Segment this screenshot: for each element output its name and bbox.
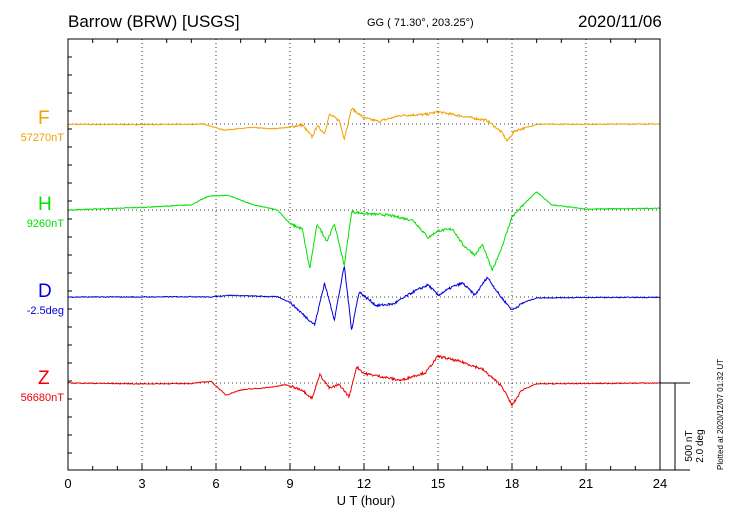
- x-tick-label: 18: [505, 476, 519, 491]
- series-line-h: [67, 191, 661, 272]
- scale-deg-label: 2.0 deg: [695, 429, 706, 462]
- series-name-h: H: [38, 194, 52, 215]
- series-layer: [67, 107, 661, 408]
- series-baseline-z: 56680nT: [20, 392, 64, 404]
- series-name-z: Z: [38, 368, 50, 389]
- x-tick-label: 3: [138, 476, 145, 491]
- scale-bar: 500 nT 2.0 deg: [660, 382, 706, 471]
- series-line-f: [67, 107, 661, 142]
- x-tick-label: 0: [64, 476, 71, 491]
- series-line-z: [67, 354, 661, 408]
- series-name-f: F: [38, 108, 50, 129]
- x-tick-label: 9: [286, 476, 293, 491]
- date-label: 2020/11/06: [578, 12, 662, 31]
- x-tick-label: 6: [212, 476, 219, 491]
- series-baseline-f: 57270nT: [20, 132, 64, 144]
- station-title: Barrow (BRW) [USGS]: [68, 12, 240, 31]
- x-tick-label: 15: [431, 476, 445, 491]
- x-axis-label: U T (hour): [337, 493, 396, 508]
- x-axis-ticks: 0 3 6 9 12 15 18 21 24: [64, 39, 667, 491]
- series-name-d: D: [38, 281, 52, 302]
- series-baseline-d: -2.5deg: [26, 305, 64, 317]
- coordinates-label: GG ( 71.30°, 203.25°): [367, 17, 474, 29]
- series-baseline-h: 9260nT: [26, 218, 64, 230]
- plot-timestamp: Plotted at 2020/12/07 01:32 UT: [716, 359, 725, 470]
- grid-lines: [68, 39, 660, 470]
- x-tick-label: 21: [579, 476, 593, 491]
- x-tick-label: 24: [653, 476, 667, 491]
- x-tick-label: 12: [357, 476, 371, 491]
- scale-nt-label: 500 nT: [684, 430, 695, 461]
- series-line-d: [67, 266, 661, 330]
